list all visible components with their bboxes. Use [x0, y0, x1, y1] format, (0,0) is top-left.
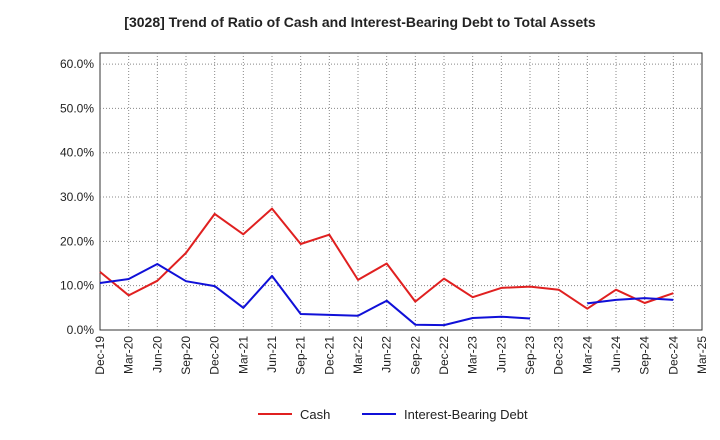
chart-title: [3028] Trend of Ratio of Cash and Intere…: [124, 14, 596, 30]
y-tick-label: 60.0%: [60, 57, 94, 71]
y-tick-label: 30.0%: [60, 190, 94, 204]
x-tick-label: Dec-24: [666, 336, 680, 375]
x-axis-ticks: Dec-19 Mar-20 Jun-20 Sep-20 Dec-20 Mar-21 Jun-…: [93, 336, 709, 375]
x-tick-label: Dec-20: [208, 336, 222, 375]
x-tick-label: Jun-21: [265, 336, 279, 373]
x-tick-label: Sep-24: [638, 336, 652, 375]
y-tick-label: 10.0%: [60, 279, 94, 293]
x-tick-label: Dec-22: [437, 336, 451, 375]
x-tick-label: Mar-25: [695, 336, 709, 374]
y-axis-ticks: 0.0% 10.0% 20.0% 30.0% 40.0% 50.0% 60.0%: [60, 57, 94, 337]
series-line: [99, 263, 531, 327]
x-tick-label: Jun-24: [609, 336, 623, 373]
x-tick-label: Jun-22: [380, 336, 394, 373]
x-tick-label: Mar-23: [466, 336, 480, 374]
series-line: [587, 297, 674, 305]
x-tick-label: Sep-23: [523, 336, 537, 375]
x-tick-label: Dec-23: [552, 336, 566, 375]
y-tick-label: 0.0%: [67, 323, 95, 337]
grid-layer: [100, 53, 702, 330]
x-tick-label: Jun-23: [494, 336, 508, 373]
x-tick-label: Dec-21: [322, 336, 336, 375]
y-tick-label: 40.0%: [60, 146, 94, 160]
x-tick-label: Mar-21: [236, 336, 250, 374]
series-line: [99, 207, 674, 310]
x-tick-label: Jun-20: [150, 336, 164, 373]
x-tick-label: Mar-20: [122, 336, 136, 374]
x-tick-label: Sep-21: [294, 336, 308, 375]
x-tick-label: Sep-22: [408, 336, 422, 375]
plot-area: [99, 52, 703, 331]
x-tick-label: Sep-20: [179, 336, 193, 375]
legend-label: Interest-Bearing Debt: [404, 407, 528, 422]
y-tick-label: 50.0%: [60, 101, 94, 115]
legend-label: Cash: [300, 407, 330, 422]
x-tick-label: Mar-24: [580, 336, 594, 374]
series-layer: [99, 207, 674, 327]
x-tick-label: Mar-22: [351, 336, 365, 374]
x-tick-label: Dec-19: [93, 336, 107, 375]
y-tick-label: 20.0%: [60, 234, 94, 248]
legend: Cash Interest-Bearing Debt: [258, 407, 528, 422]
